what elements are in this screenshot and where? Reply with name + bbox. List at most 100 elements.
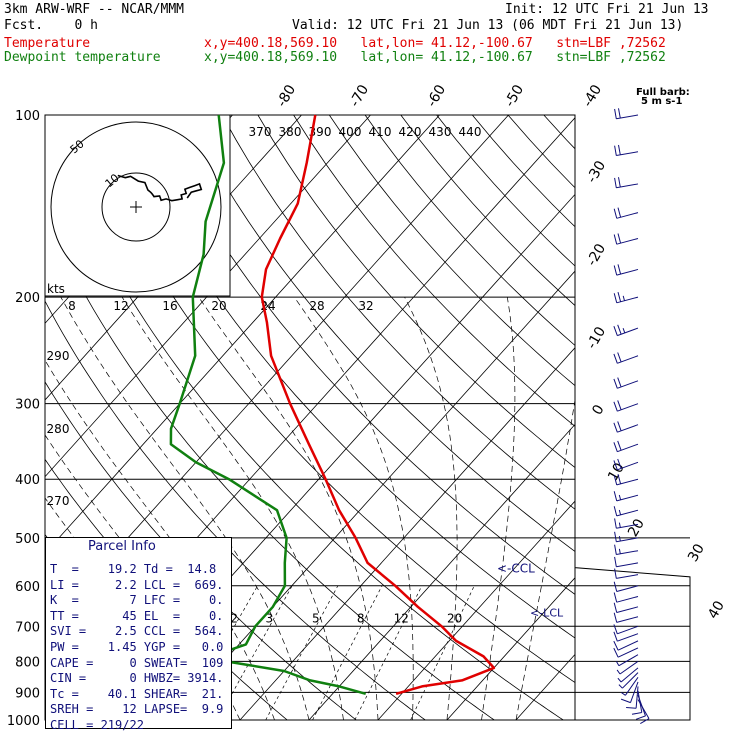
parcel-info-row: PW = 1.45 YGP = 0.0 [50, 640, 224, 654]
dry-adiabat [543, 115, 575, 150]
dry-adiabat [471, 115, 575, 228]
barb-legend-title: Full barb: [636, 87, 690, 98]
theta-label: 440 [459, 125, 482, 139]
hodo-speed-label: 32 [358, 299, 373, 313]
hodo-ring-inner [101, 172, 171, 242]
wind-barb [614, 556, 639, 568]
wind-barb [616, 660, 639, 675]
hodo-speed-label: 28 [309, 299, 324, 313]
isotherm-label: -40 [580, 82, 605, 110]
isotherm-label: -70 [347, 82, 372, 110]
parcel-info-row: LI = 2.2 LCL = 669. [50, 577, 224, 592]
dry-adiabat [328, 115, 575, 387]
parcel-info-title: Parcel Info [88, 539, 156, 554]
dewpoint-location: x,y=400.18,569.10 lat,lon= 41.12,-100.67… [204, 50, 666, 65]
wind-barb [613, 233, 639, 245]
wind-barb [613, 324, 639, 337]
pressure-tick-label: 100 [15, 109, 40, 124]
wind-barb [613, 602, 639, 613]
wind-barb [613, 291, 639, 304]
hodograph-trace [117, 174, 203, 202]
wind-barb [613, 377, 639, 389]
hodo-speed-label: 16 [162, 299, 177, 313]
parcel-info-row: TT = 45 EL = 0. [50, 608, 224, 623]
dry-adiabat [150, 115, 575, 595]
theta-label-low: 290 [47, 349, 70, 363]
wind-barb [613, 624, 639, 635]
wind-barb [613, 440, 639, 453]
hodo-speed-label: 8 [68, 299, 76, 313]
wind-barb [614, 568, 639, 579]
wind-barb [613, 631, 639, 642]
pressure-tick-label: 1000 [7, 714, 40, 729]
theta-label-low: 270 [47, 494, 70, 508]
dewpoint-trace [169, 114, 367, 696]
dry-adiabat [186, 115, 575, 552]
mixing-ratio-line [265, 585, 339, 720]
pressure-tick-label: 500 [15, 532, 40, 547]
parcel-info-row: CIN = 0 HWBZ= 3914. [50, 671, 224, 686]
barb-legend-units: 5 m s-1 [641, 96, 682, 107]
wind-barbs [613, 108, 650, 725]
mixing-ratio-label: 3 [265, 611, 273, 625]
temperature-trace [260, 114, 496, 696]
wind-barb [613, 264, 639, 276]
dry-adiabat [0, 115, 23, 733]
wind-barb [613, 592, 639, 603]
isotherm [377, 500, 575, 720]
isotherm-label: -50 [502, 82, 527, 110]
theta-label: 390 [309, 125, 332, 139]
hodo-speed-label: 12 [113, 299, 128, 313]
mixing-ratio-label: 5 [312, 611, 320, 625]
mixing-ratio-label: 20 [447, 611, 462, 625]
wind-barb [621, 677, 639, 696]
moist-adiabat [404, 296, 458, 720]
mixing-ratio-label: 12 [394, 611, 409, 625]
wind-barb [631, 690, 643, 715]
mixing-ratio-label: 8 [357, 611, 365, 625]
init-time: Init: 12 UTC Fri 21 Jun 13 [505, 2, 709, 17]
ccl-marker-label: <-CCL [497, 561, 535, 575]
pressure-tick-label: 200 [15, 291, 40, 306]
valid-time: Valid: 12 UTC Fri 21 Jun 13 (06 MDT Fri … [292, 18, 684, 33]
theta-label: 430 [429, 125, 452, 139]
wind-barb [626, 686, 639, 709]
wind-barb [614, 544, 639, 555]
isotherm-label: 10 [605, 460, 628, 483]
wind-barb [613, 581, 639, 592]
wind-barb [618, 672, 639, 689]
temperature-legend-label: Temperature [4, 36, 91, 51]
dry-adiabat [45, 118, 565, 720]
dry-adiabat [45, 300, 426, 720]
dry-adiabat [114, 115, 575, 639]
wind-barb [614, 144, 639, 156]
dry-adiabat [507, 115, 575, 189]
extension-frame [574, 537, 691, 721]
isotherm [515, 653, 575, 720]
hodograph-frame [44, 114, 231, 297]
forecast-hour: Fcst. 0 h [4, 18, 98, 33]
moist-adiabat [515, 397, 575, 720]
isotherm-label: 40 [705, 598, 728, 621]
dry-adiabat [436, 115, 575, 267]
wind-barb [613, 352, 639, 364]
parcel-info-row: CAPE = 0 SWEAT= 109 [50, 655, 224, 670]
wind-barb [613, 474, 639, 486]
wind-barb [617, 667, 639, 683]
mixing-ratio-line [354, 585, 423, 720]
pressure-tick-label: 600 [15, 580, 40, 595]
wind-barb [613, 647, 639, 658]
parcel-info-row: Tc = 40.1 SHEAR= 21. [50, 686, 224, 701]
theta-label: 410 [369, 125, 392, 139]
hodo-speed-label: 20 [211, 299, 226, 313]
pressure-tick-label: 900 [15, 686, 40, 701]
mixing-ratio-label: 2 [230, 611, 238, 625]
wind-barb [613, 612, 639, 623]
wind-barb [614, 518, 639, 529]
wind-barb [613, 421, 639, 433]
isotherm-label: 0 [589, 402, 607, 418]
dry-adiabat [293, 115, 575, 427]
pressure-tick-label: 300 [15, 398, 40, 413]
isotherm [446, 577, 575, 720]
dry-adiabat [78, 115, 575, 683]
